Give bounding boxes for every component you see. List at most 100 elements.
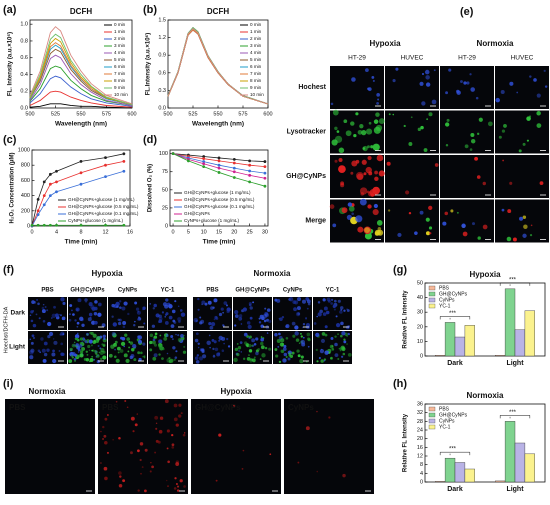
- cell: [51, 313, 56, 318]
- legend-label: GH@CyNPs+glucose (0.5 mg/mL): [68, 204, 139, 209]
- cell: [507, 209, 512, 214]
- cell: [253, 356, 256, 359]
- significance-label: ***: [509, 277, 517, 283]
- data-point: [42, 223, 46, 227]
- x-tick-label: 550: [213, 111, 222, 117]
- cell: [498, 135, 502, 139]
- cell: [298, 342, 301, 345]
- cell: [47, 335, 51, 339]
- cell: [138, 358, 141, 360]
- cell: [118, 321, 122, 326]
- cell: [179, 309, 183, 312]
- significance-bracket: [439, 451, 471, 456]
- cell: [306, 332, 311, 337]
- bar: [504, 288, 516, 357]
- cell: [41, 306, 45, 310]
- cell: [275, 354, 279, 358]
- cell: [91, 306, 96, 311]
- cell: [470, 87, 476, 92]
- cell: [355, 159, 360, 164]
- cell: [259, 314, 264, 319]
- bar: [454, 336, 466, 357]
- cell: [75, 337, 79, 341]
- cell: [91, 355, 94, 358]
- cell: [199, 316, 202, 319]
- x-tick-label: 500: [25, 111, 34, 117]
- cell: [340, 321, 344, 326]
- cell: [51, 352, 56, 357]
- cell: [209, 325, 214, 330]
- y-tick-label: 32: [417, 410, 423, 416]
- micrograph: [495, 155, 549, 198]
- cell: [518, 149, 522, 153]
- cell: [477, 236, 481, 240]
- column-header: PBS: [206, 288, 218, 294]
- cell: [182, 350, 187, 354]
- y-tick-label: 30: [417, 310, 423, 316]
- cell: [236, 342, 239, 345]
- cell: [183, 345, 186, 348]
- cell: [248, 354, 250, 356]
- cell: [512, 237, 517, 242]
- y-tick-label: 1.2: [158, 35, 166, 41]
- cell: [91, 320, 96, 325]
- cell: [126, 337, 130, 341]
- data-line: [31, 153, 124, 227]
- cell: [131, 347, 135, 352]
- cell: [78, 344, 83, 348]
- legend-label: 8 min: [250, 78, 262, 83]
- cell: [539, 181, 544, 185]
- cell: [52, 358, 57, 364]
- cell: [155, 422, 158, 425]
- x-tick-label: 16: [127, 229, 133, 235]
- data-point: [263, 184, 267, 188]
- row-label: Hochest: [298, 84, 326, 91]
- x-axis-label: Wavelength (nm): [55, 121, 107, 128]
- cell: [120, 336, 123, 340]
- cell: [347, 202, 353, 207]
- column-header: GH@CyNPs: [235, 288, 270, 294]
- cell: [317, 301, 321, 304]
- legend-label: GH@CyNPs+glucose (0.1 mg/mL): [68, 211, 139, 216]
- cell: [280, 338, 285, 343]
- cell: [316, 410, 318, 413]
- legend-label: GH@CyNPs+glucose (1 mg/mL): [184, 190, 251, 195]
- y-tick-label: 25: [162, 205, 168, 211]
- cell: [533, 78, 537, 82]
- cell: [51, 317, 53, 319]
- data-point: [48, 172, 52, 176]
- cell: [53, 340, 58, 345]
- cell: [421, 101, 426, 106]
- cell: [119, 300, 122, 303]
- cell: [210, 322, 216, 327]
- significance-label: ***: [509, 410, 517, 416]
- cell: [424, 69, 430, 75]
- cell: [168, 304, 173, 309]
- cell: [41, 309, 46, 314]
- legend-label: GH@CyNPs+glucose (0.5 mg/mL): [184, 197, 255, 202]
- cell: [294, 331, 299, 336]
- cell: [300, 339, 306, 345]
- micrograph: [191, 399, 281, 494]
- cell: [158, 353, 161, 356]
- cell: [375, 124, 383, 132]
- cell: [207, 300, 212, 305]
- cell: [183, 334, 185, 337]
- cell: [174, 477, 177, 480]
- cell: [170, 335, 174, 338]
- y-tick-label: 0: [27, 223, 30, 229]
- y-tick-label: 0.0: [158, 105, 166, 111]
- cell: [165, 298, 169, 302]
- x-tick-label: 0: [30, 229, 33, 235]
- data-point: [122, 169, 126, 173]
- cell: [167, 485, 169, 487]
- legend-label: 0 min: [114, 22, 126, 27]
- cell: [475, 96, 479, 100]
- y-tick-label: 400: [21, 193, 30, 199]
- cell: [428, 112, 433, 117]
- cell: [522, 142, 526, 146]
- cell: [334, 135, 343, 143]
- cell: [44, 306, 47, 308]
- data-point: [55, 223, 58, 227]
- bar: [495, 480, 506, 483]
